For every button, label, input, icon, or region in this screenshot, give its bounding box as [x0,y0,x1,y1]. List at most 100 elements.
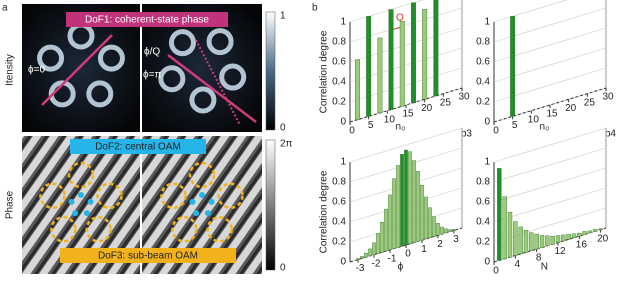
ring [37,44,65,72]
bar [539,235,545,248]
colorbar-label: 2π [280,139,293,150]
bar [400,154,404,247]
sub-beam-oam [206,216,233,243]
bar [388,9,394,110]
sub-beam-oam [85,216,112,243]
y-tick-label: 0.2 [476,97,490,108]
y-tick-label: 1 [484,157,490,168]
bar [366,16,372,117]
y-axis-label: Correlation degree [319,170,330,253]
x-tick-label: 5 [368,120,374,131]
bar [377,37,383,114]
y-tick-label: 0.4 [476,77,490,88]
central-oam [87,198,94,205]
x-tick-label: 0 [405,249,411,260]
grid-line [493,167,607,203]
bar [376,233,380,254]
x-tick-label: 8 [536,253,542,264]
bar [388,194,392,251]
x-tick-label: 1 [421,244,427,255]
bar [422,9,428,100]
bar [399,20,405,107]
ring [189,86,217,114]
phase-line [41,34,113,106]
x-tick-label: -3 [356,263,365,274]
bar [424,196,428,240]
x-tick-label: -1 [388,253,397,264]
bar [577,232,582,237]
x-tick-label: 25 [584,97,596,108]
y-axis-label: Correlation degree [319,30,330,113]
central-oam [78,192,84,198]
y-tick-label: 0 [484,257,490,268]
sub-beam-oam [96,182,123,209]
bar [566,234,571,240]
bar [412,160,416,243]
x-tick-label: 30 [458,92,470,103]
x-tick-label: 5 [512,120,518,131]
central-oam [199,192,205,198]
ring [97,44,125,72]
rings [37,22,247,114]
bar [444,228,448,234]
bar [420,184,424,241]
y-tick-label: 0.8 [332,177,346,188]
x-tick-label: 20 [421,103,433,114]
bar [428,207,432,238]
sub-beam-oam [171,216,198,243]
panel-label: b [312,3,318,14]
x-axis-label: n₀ [396,121,406,132]
q-label: Q [396,13,404,24]
y-tick-label: 0 [340,117,346,128]
ring [206,28,234,56]
bar [529,232,534,251]
dof3-box [60,248,236,263]
phase-line [167,54,257,123]
bar [440,226,444,235]
x-tick-label: 15 [546,109,558,120]
x-axis [493,227,607,263]
bar [355,59,360,120]
panel-label: b3 [461,129,473,140]
x-tick-label: 0 [493,126,499,137]
x-axis-label: ϕ [398,261,404,272]
bar [396,165,400,248]
bar [368,248,372,257]
phi-label: ϕ=π [143,70,161,81]
bar [408,151,412,244]
x-tick-label: 12 [554,246,566,257]
grid-line [493,207,607,243]
x-tick-label: 16 [576,240,588,251]
ring [48,80,76,108]
y-tick-label: 0.4 [332,217,346,228]
central-oam [68,198,75,205]
central-oam [189,198,196,205]
bar [561,234,566,242]
bar [510,16,516,117]
phi-label: ϕ=0 [28,65,45,76]
y-tick-label: 0.4 [476,217,490,228]
bar [356,258,360,260]
dof2-label: DoF2: central OAM [95,142,181,153]
x-axis-label: n₀ [540,121,550,132]
bar [380,222,384,253]
x-tick-label: -2 [372,258,381,269]
bar [507,211,513,258]
x-tick-label: 15 [402,109,414,120]
panel-label: b4 [605,129,617,140]
bar [448,229,452,232]
central-oam [204,210,211,217]
axis-label: Itensity [5,54,16,86]
bar [502,196,507,259]
central-oam [208,198,215,205]
colorbar [265,139,276,271]
colorbar-label: 1 [280,11,286,22]
grid-line [349,127,463,163]
bar [587,230,593,234]
central-oam [193,210,200,217]
y-tick-label: 0.6 [476,57,490,68]
grid-line [493,187,607,223]
sub-beam-oam [67,161,95,189]
dof1-box [66,12,228,27]
